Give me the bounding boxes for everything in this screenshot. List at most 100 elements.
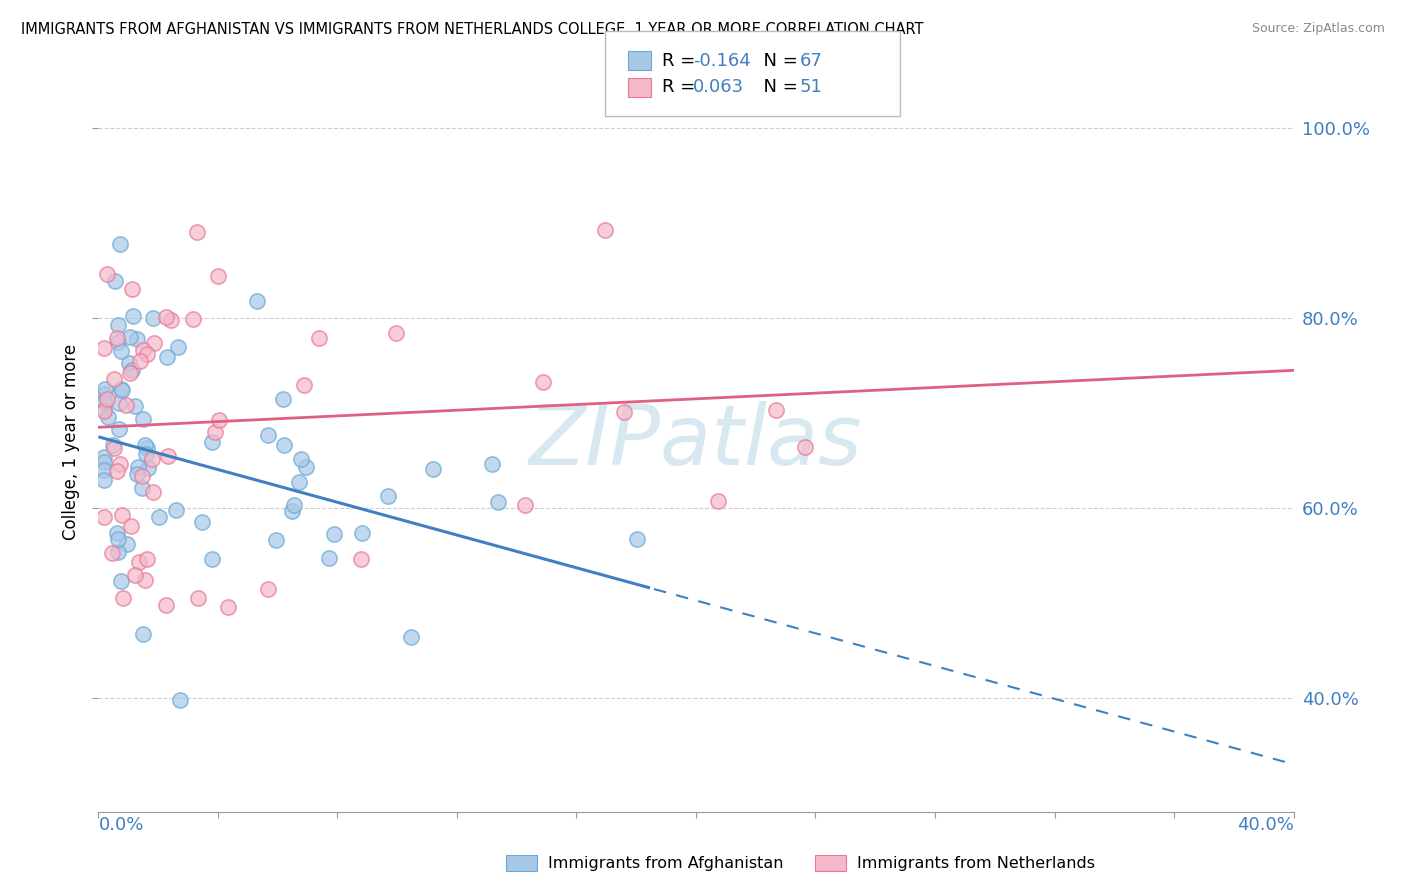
Point — [117, 355, 139, 369]
Point — [93, 473, 115, 487]
Point — [187, 591, 209, 606]
Point — [165, 502, 187, 516]
Point — [169, 692, 191, 706]
Point — [142, 336, 165, 351]
Point — [107, 532, 129, 546]
Point — [107, 545, 129, 559]
Point — [118, 366, 141, 380]
Point — [290, 452, 312, 467]
Point — [122, 309, 145, 323]
Point — [93, 387, 115, 401]
Point — [181, 312, 204, 326]
Point — [132, 627, 155, 641]
Text: Source: ZipAtlas.com: Source: ZipAtlas.com — [1251, 22, 1385, 36]
Text: Immigrants from Netherlands: Immigrants from Netherlands — [858, 856, 1095, 871]
Point — [281, 504, 304, 518]
Point — [125, 467, 148, 482]
Point — [294, 378, 316, 392]
Point — [93, 450, 115, 464]
Text: N =: N = — [752, 52, 804, 70]
Point — [513, 498, 536, 512]
Point — [707, 494, 730, 508]
Point — [117, 536, 139, 550]
Point — [93, 382, 115, 396]
Point — [595, 223, 617, 237]
Point — [127, 332, 149, 346]
Point — [271, 392, 294, 406]
Text: IMMIGRANTS FROM AFGHANISTAN VS IMMIGRANTS FROM NETHERLANDS COLLEGE, 1 YEAR OR MO: IMMIGRANTS FROM AFGHANISTAN VS IMMIGRANT… — [21, 22, 924, 37]
Point — [129, 354, 152, 368]
Point — [115, 398, 138, 412]
Point — [613, 405, 636, 419]
Point — [148, 510, 170, 524]
Point — [257, 582, 280, 596]
Y-axis label: College, 1 year or more: College, 1 year or more — [62, 343, 80, 540]
Point — [132, 343, 155, 358]
Point — [96, 392, 118, 407]
Point — [318, 550, 340, 565]
Point — [191, 515, 214, 529]
Point — [138, 461, 160, 475]
Point — [103, 372, 125, 386]
Point — [385, 326, 408, 341]
Point — [105, 464, 128, 478]
Point — [134, 573, 156, 587]
Point — [531, 376, 554, 390]
Point — [160, 313, 183, 327]
Point — [93, 463, 115, 477]
Point — [111, 508, 134, 523]
Point — [111, 383, 134, 397]
Point — [246, 293, 269, 308]
Point — [308, 331, 330, 345]
Point — [765, 402, 787, 417]
Point — [108, 395, 131, 409]
Point — [155, 598, 177, 612]
Point — [120, 519, 142, 533]
Text: 0.0%: 0.0% — [98, 816, 143, 834]
Point — [217, 600, 239, 615]
Point — [208, 413, 231, 427]
Point — [135, 447, 157, 461]
Point — [486, 495, 509, 509]
Point — [186, 225, 208, 239]
Point — [155, 310, 177, 325]
Point — [110, 344, 132, 359]
Point — [131, 468, 153, 483]
Point — [422, 461, 444, 475]
Point — [104, 274, 127, 288]
Point — [93, 455, 115, 469]
Point — [134, 438, 156, 452]
Point — [200, 435, 222, 450]
Point — [283, 498, 305, 512]
Text: R =: R = — [662, 52, 702, 70]
Point — [118, 330, 141, 344]
Point — [401, 630, 423, 644]
Point — [108, 236, 131, 251]
Point — [121, 363, 143, 377]
Point — [201, 552, 224, 566]
Text: 40.0%: 40.0% — [1237, 816, 1294, 834]
Point — [350, 551, 373, 566]
Text: 67: 67 — [800, 52, 823, 70]
Point — [124, 568, 146, 582]
Point — [207, 268, 229, 283]
Point — [107, 335, 129, 350]
Point — [110, 574, 132, 588]
Text: 51: 51 — [800, 78, 823, 96]
Point — [135, 346, 157, 360]
Point — [107, 318, 129, 333]
Point — [141, 452, 163, 467]
Point — [794, 440, 817, 454]
Text: R =: R = — [662, 78, 702, 96]
Point — [112, 591, 135, 606]
Point — [132, 411, 155, 425]
Point — [377, 489, 399, 503]
Point — [103, 442, 125, 456]
Point — [156, 449, 179, 463]
Point — [294, 459, 316, 474]
Point — [124, 399, 146, 413]
Point — [128, 555, 150, 569]
Point — [93, 341, 115, 355]
Point — [136, 552, 159, 566]
Point — [142, 485, 165, 500]
